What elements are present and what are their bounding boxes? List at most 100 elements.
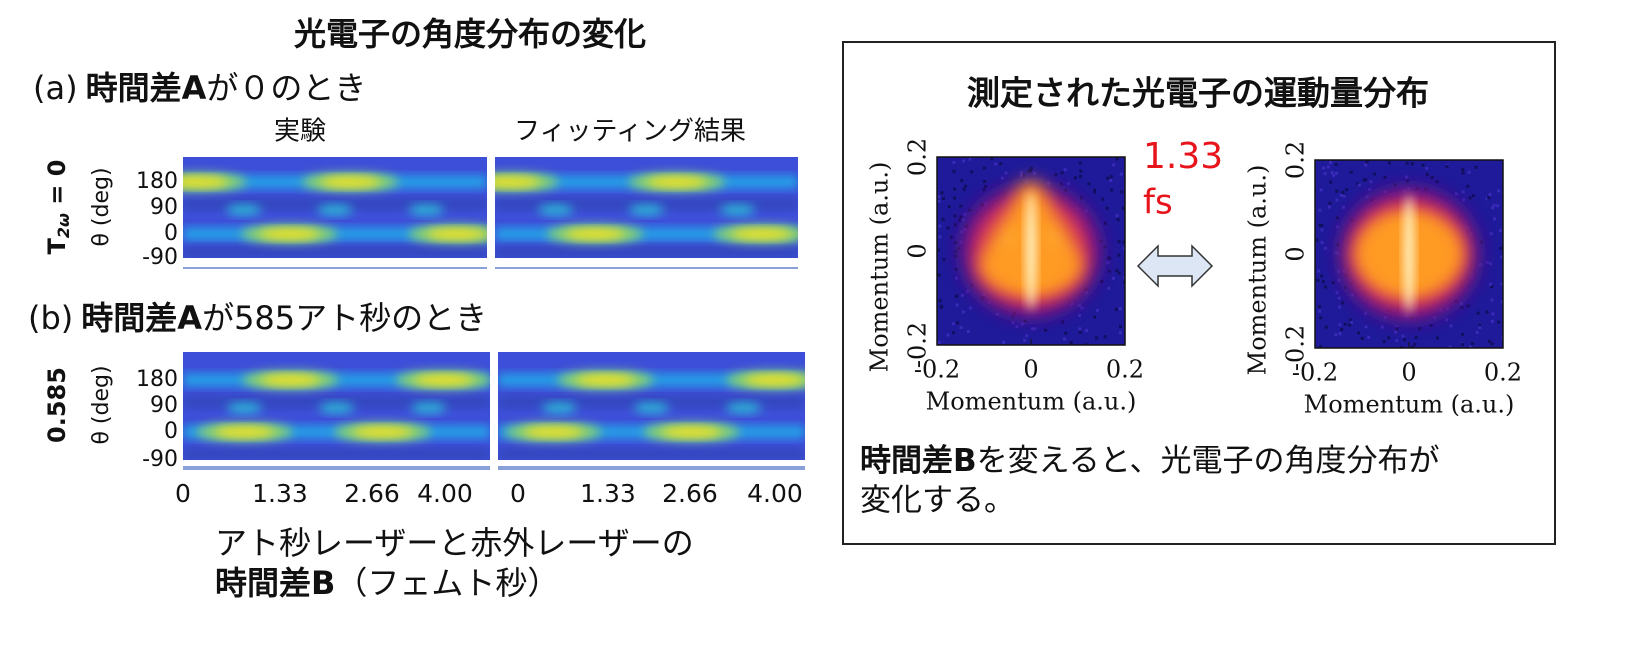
noise [1112, 163, 1116, 167]
noise [1115, 157, 1119, 161]
noise [952, 160, 956, 164]
y-tick-label: 180 [136, 367, 178, 392]
spot [318, 403, 355, 413]
text: （フェムト秒） [335, 564, 559, 602]
heatmap-body [495, 157, 798, 258]
noise [1109, 179, 1113, 183]
x-tick-label: 1.33 [580, 479, 636, 508]
x-tick-label: 2.66 [662, 479, 718, 508]
row-label: T2ω = 0 [43, 160, 73, 255]
noise [1414, 335, 1418, 339]
noise [1462, 198, 1466, 202]
noise [1111, 276, 1115, 280]
noise [1365, 160, 1369, 164]
noise [1318, 345, 1322, 348]
x-tick-label: 0 [175, 479, 191, 508]
noise [956, 321, 960, 325]
blob [320, 177, 381, 187]
noise [962, 159, 966, 163]
spot [225, 205, 262, 215]
band [495, 247, 798, 257]
spot [410, 403, 447, 413]
noise [1500, 300, 1503, 304]
noise [1019, 173, 1023, 177]
noise [1478, 326, 1482, 330]
noise [1487, 340, 1491, 344]
x-tick-label: 4.00 [417, 479, 473, 508]
noise [1063, 168, 1067, 172]
noise [1319, 316, 1323, 320]
noise [1114, 307, 1118, 311]
x-tick-label: 4.00 [747, 479, 803, 508]
noise [1343, 322, 1347, 326]
noise [1476, 311, 1480, 315]
noise [937, 195, 941, 199]
noise [952, 187, 956, 191]
noise [1122, 240, 1125, 244]
blob [744, 375, 805, 385]
noise [1362, 178, 1366, 182]
bold-text: 時間差A [86, 69, 207, 107]
noise [1429, 324, 1433, 328]
noise [1329, 180, 1333, 184]
noise [939, 305, 943, 309]
bold-text: 時間差A [81, 299, 202, 337]
x-tick-label: 0.2 [1106, 356, 1144, 384]
noise [1445, 318, 1449, 322]
x-tick-label: -0.2 [914, 356, 960, 384]
noise [1339, 194, 1343, 198]
noise [1019, 171, 1023, 175]
noise [966, 330, 970, 334]
noise [946, 226, 950, 230]
noise [1033, 327, 1037, 331]
noise [1093, 190, 1097, 194]
noise [1496, 204, 1500, 208]
noise [960, 179, 964, 183]
noise [1469, 345, 1473, 348]
core [1026, 191, 1036, 311]
noise [1108, 256, 1112, 260]
noise [1316, 278, 1320, 282]
noise [1118, 307, 1122, 311]
noise [1383, 175, 1387, 179]
noise [941, 196, 945, 200]
noise [938, 299, 942, 303]
noise [1123, 276, 1125, 280]
noise [1115, 214, 1119, 218]
noise [1119, 172, 1123, 176]
noise [1460, 342, 1464, 346]
noise [1421, 163, 1425, 167]
noise [1317, 305, 1321, 309]
noise [1318, 208, 1322, 212]
heatmap [498, 352, 805, 470]
noise [1461, 168, 1465, 172]
noise [1342, 194, 1346, 198]
noise [1119, 331, 1123, 335]
blob [495, 177, 541, 187]
noise [1330, 171, 1334, 175]
noise [1467, 170, 1471, 174]
noise [968, 157, 972, 161]
panel-label: (b) 時間差Aが585アト秒のとき [28, 299, 487, 337]
noise [1445, 165, 1449, 169]
noise [1501, 335, 1503, 339]
noise [1490, 285, 1494, 289]
noise [983, 184, 987, 188]
noise [1399, 346, 1403, 348]
noise [1410, 162, 1414, 166]
spot [628, 205, 665, 215]
x-caption: 時間差B（フェムト秒） [215, 564, 559, 602]
noise [1109, 175, 1113, 179]
spot [408, 205, 445, 215]
noise [1085, 343, 1089, 345]
noise [1404, 175, 1408, 179]
noise [1319, 188, 1323, 192]
noise [1341, 205, 1345, 209]
band [498, 449, 805, 459]
noise [1470, 342, 1474, 346]
bold-text: 時間差B [860, 443, 977, 479]
noise [1078, 327, 1082, 331]
noise [941, 217, 945, 221]
noise [1107, 269, 1111, 273]
